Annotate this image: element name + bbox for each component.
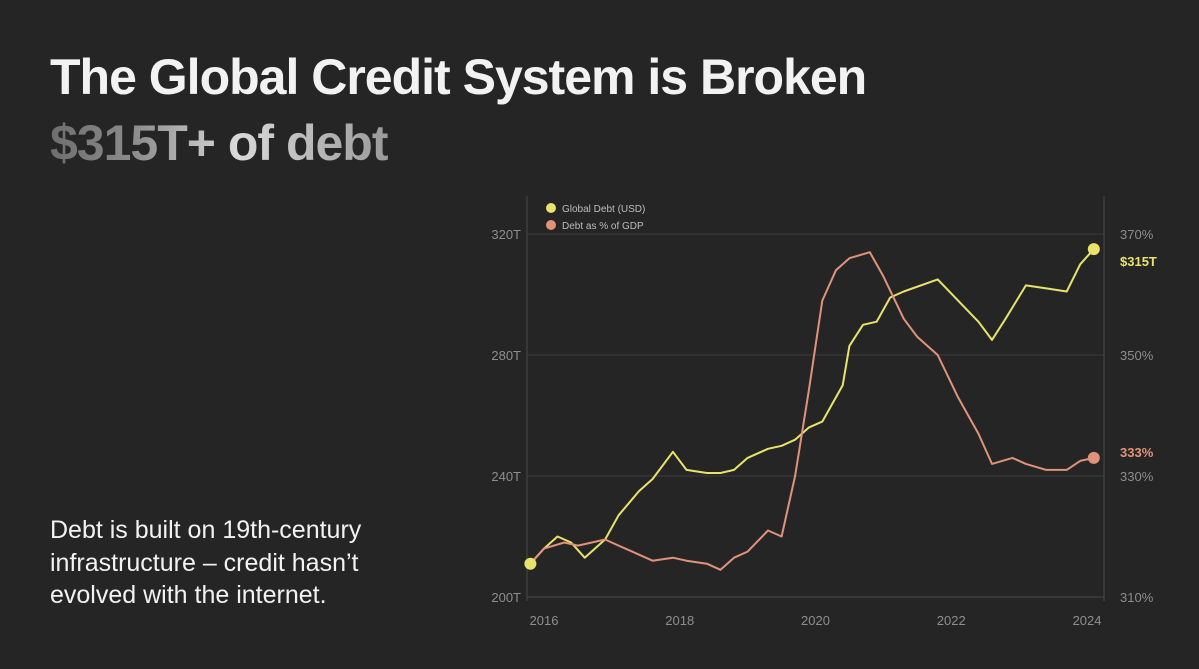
global-debt-end-label: $315T — [1120, 254, 1157, 269]
y-right-tick-label: 330% — [1120, 469, 1154, 484]
chart-ticks: 200T 240T 280T 320T 310% 330% 350% 370% 2016 2018… — [491, 227, 1153, 628]
global-debt-line — [529, 248, 1095, 565]
y-right-tick-label: 310% — [1120, 590, 1154, 605]
x-tick-label: 2022 — [937, 613, 966, 628]
legend-marker-debt-pct-gdp — [546, 220, 556, 230]
x-tick-label: 2024 — [1073, 613, 1102, 628]
global-debt-start-point — [524, 557, 537, 570]
debt-pct-gdp-end-point — [1087, 451, 1100, 464]
y-right-tick-label: 350% — [1120, 348, 1154, 363]
y-right-tick-label: 370% — [1120, 227, 1154, 242]
y-left-tick-label: 280T — [491, 348, 521, 363]
chart-markers: $315T 333% — [524, 243, 1157, 570]
chart-legend: Global Debt (USD) Debt as % of GDP — [546, 203, 645, 232]
page-title: The Global Credit System is Broken — [50, 49, 867, 105]
body-text: Debt is built on 19th-century infrastruc… — [50, 516, 362, 609]
debt-pct-gdp-end-label: 333% — [1120, 445, 1154, 460]
page-subtitle: $315T+ of debt — [50, 115, 388, 171]
global-debt-end-point — [1087, 243, 1100, 256]
debt-pct-gdp-line — [529, 251, 1095, 571]
legend-label-debt-pct-gdp: Debt as % of GDP — [562, 221, 644, 232]
x-tick-label: 2020 — [801, 613, 830, 628]
legend-label-global-debt: Global Debt (USD) — [562, 204, 645, 215]
x-tick-label: 2016 — [530, 613, 559, 628]
chart-axes — [526, 196, 1105, 601]
chart-lines — [529, 248, 1095, 571]
y-left-tick-label: 240T — [491, 469, 521, 484]
legend-marker-global-debt — [546, 203, 556, 213]
y-left-tick-label: 320T — [491, 227, 521, 242]
y-left-tick-label: 200T — [491, 590, 521, 605]
chart-grid — [527, 233, 1104, 477]
x-tick-label: 2018 — [665, 613, 694, 628]
